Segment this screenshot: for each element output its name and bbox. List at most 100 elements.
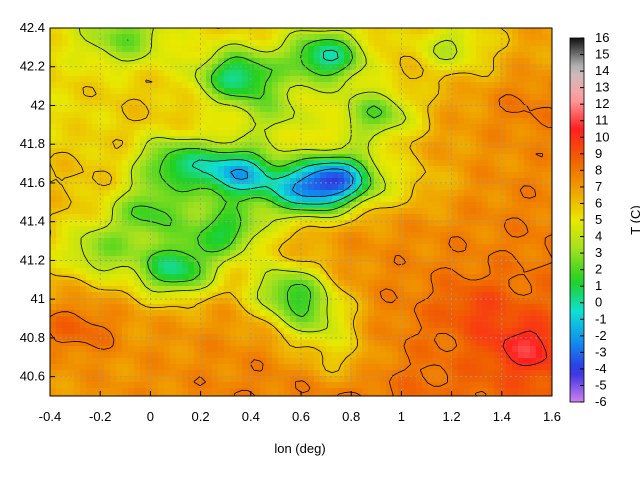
heatmap-cell xyxy=(548,172,552,179)
heatmap-cell xyxy=(152,34,159,41)
heatmap-cell xyxy=(482,58,489,65)
heatmap-cell xyxy=(524,286,531,293)
heatmap-cell xyxy=(404,202,411,209)
heatmap-cell xyxy=(278,358,285,365)
heatmap-cell xyxy=(374,64,381,71)
heatmap-cell xyxy=(524,184,531,191)
heatmap-cell xyxy=(398,82,405,89)
heatmap-cell xyxy=(392,310,399,317)
heatmap-cell xyxy=(92,244,99,251)
heatmap-cell xyxy=(392,136,399,143)
heatmap-cell xyxy=(302,166,309,173)
heatmap-cell xyxy=(356,358,363,365)
heatmap-cell xyxy=(452,376,459,383)
heatmap-cell xyxy=(248,64,255,71)
heatmap-cell xyxy=(548,88,552,95)
heatmap-cell xyxy=(146,376,153,383)
heatmap-cell xyxy=(74,322,81,329)
heatmap-cell xyxy=(470,190,477,197)
heatmap-cell xyxy=(290,358,297,365)
heatmap-cell xyxy=(494,28,501,35)
heatmap-cell xyxy=(362,172,369,179)
heatmap-cell xyxy=(68,298,75,305)
heatmap-cell xyxy=(296,118,303,125)
heatmap-cell xyxy=(128,370,135,377)
heatmap-cell xyxy=(206,334,213,341)
heatmap-cell xyxy=(530,304,537,311)
heatmap-cell xyxy=(392,214,399,221)
heatmap-cell xyxy=(386,352,393,359)
heatmap-cell xyxy=(188,58,195,65)
heatmap-cell xyxy=(440,178,447,185)
heatmap-cell xyxy=(194,364,201,371)
heatmap-cell xyxy=(416,82,423,89)
heatmap-cell xyxy=(410,364,417,371)
heatmap-cell xyxy=(506,178,513,185)
heatmap-cell xyxy=(488,160,495,167)
heatmap-cell xyxy=(506,40,513,47)
heatmap-cell xyxy=(272,154,279,161)
heatmap-cell xyxy=(344,238,351,245)
heatmap-cell xyxy=(194,268,201,275)
heatmap-cell xyxy=(476,142,483,149)
heatmap-cell xyxy=(290,256,297,263)
heatmap-cell xyxy=(380,358,387,365)
heatmap-cell xyxy=(140,286,147,293)
heatmap-cell xyxy=(242,250,249,257)
heatmap-cell xyxy=(530,100,537,107)
heatmap-cell xyxy=(110,172,117,179)
heatmap-cell xyxy=(524,172,531,179)
heatmap-cell xyxy=(56,268,63,275)
heatmap-cell xyxy=(344,136,351,143)
heatmap-cell xyxy=(260,346,267,353)
heatmap-cell xyxy=(530,46,537,53)
heatmap-cell xyxy=(272,334,279,341)
heatmap-cell xyxy=(68,184,75,191)
heatmap-cell xyxy=(362,232,369,239)
heatmap-cell xyxy=(86,166,93,173)
heatmap-cell xyxy=(116,376,123,383)
heatmap-cell xyxy=(344,340,351,347)
heatmap-cell xyxy=(470,244,477,251)
heatmap-cell xyxy=(50,364,57,371)
heatmap-cell xyxy=(386,376,393,383)
heatmap-cell xyxy=(470,370,477,377)
heatmap-cell xyxy=(428,268,435,275)
heatmap-cell xyxy=(206,94,213,101)
heatmap-cell xyxy=(482,190,489,197)
heatmap-cell xyxy=(416,136,423,143)
heatmap-cell xyxy=(80,220,87,227)
heatmap-cell xyxy=(494,334,501,341)
heatmap-cell xyxy=(422,202,429,209)
heatmap-cell xyxy=(524,106,531,113)
heatmap-cell xyxy=(50,244,57,251)
heatmap-cell xyxy=(86,94,93,101)
heatmap-cell xyxy=(386,346,393,353)
heatmap-cell xyxy=(482,280,489,287)
heatmap-cell xyxy=(422,94,429,101)
heatmap-cell xyxy=(380,148,387,155)
heatmap-cell xyxy=(170,244,177,251)
heatmap-cell xyxy=(332,286,339,293)
heatmap-cell xyxy=(464,214,471,221)
heatmap-cell xyxy=(116,274,123,281)
heatmap-cell xyxy=(530,64,537,71)
heatmap-cell xyxy=(344,256,351,263)
heatmap-cell xyxy=(74,40,81,47)
heatmap-cell xyxy=(524,316,531,323)
heatmap-cell xyxy=(122,322,129,329)
heatmap-cell xyxy=(236,106,243,113)
heatmap-cell xyxy=(518,40,525,47)
heatmap-cell xyxy=(320,316,327,323)
heatmap-cell xyxy=(470,34,477,41)
heatmap-cell xyxy=(230,256,237,263)
heatmap-cell xyxy=(158,274,165,281)
heatmap-cell xyxy=(338,322,345,329)
heatmap-cell xyxy=(56,196,63,203)
heatmap-cell xyxy=(404,46,411,53)
heatmap-cell xyxy=(128,136,135,143)
heatmap-cell xyxy=(62,208,69,215)
heatmap-cell xyxy=(476,118,483,125)
heatmap-cell xyxy=(182,214,189,221)
heatmap-cell xyxy=(314,334,321,341)
